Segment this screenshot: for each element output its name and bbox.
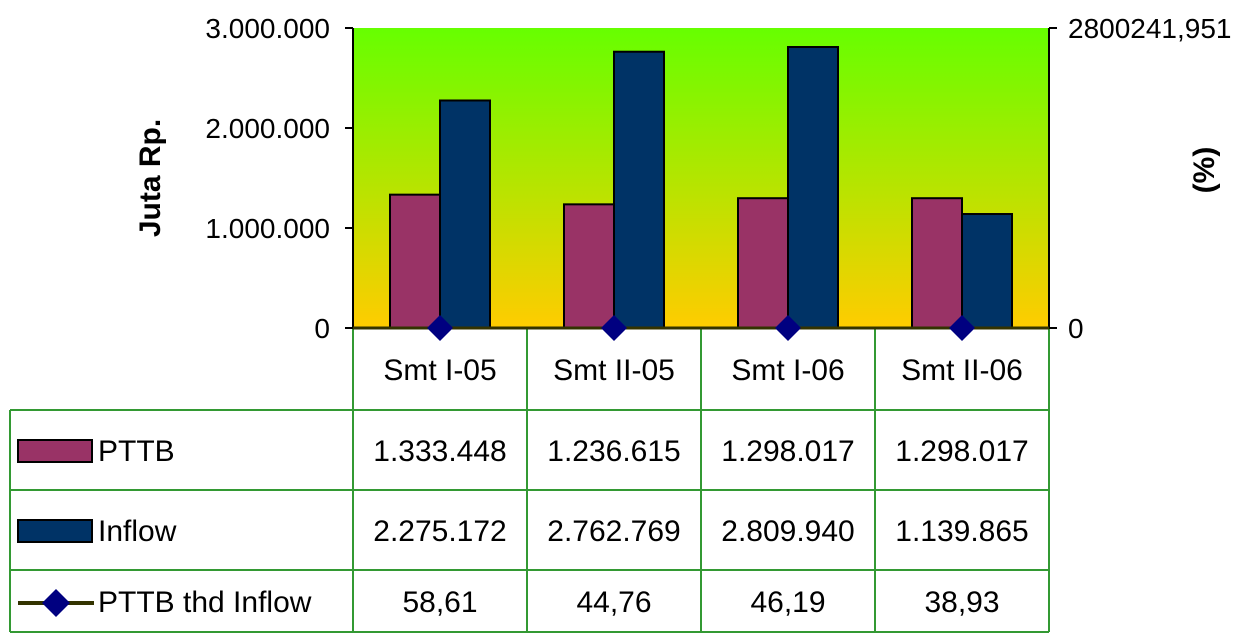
data-label: 1.333.448 — [373, 435, 506, 468]
data-label: 38,93 — [924, 586, 999, 619]
category-label: Smt II-06 — [901, 354, 1023, 387]
y-axis-title: Juta Rp. — [134, 119, 167, 237]
data-label: 2.809.940 — [721, 515, 854, 548]
point-pttb-thd-inflow-1 — [427, 314, 453, 341]
point-pttb-thd-inflow-4 — [949, 314, 975, 341]
bar-inflow-1 — [439, 99, 491, 329]
legend-key-marker — [42, 589, 70, 617]
category-label: Smt II-05 — [553, 354, 675, 387]
legend-label: PTTB — [98, 435, 175, 468]
data-label: 2.762.769 — [547, 515, 680, 548]
legend-key-inflow — [17, 519, 93, 543]
data-label: 1.236.615 — [547, 435, 680, 468]
data-label: 44,76 — [576, 586, 651, 619]
y-tick-label: 3.000.000 — [205, 13, 330, 44]
legend-label: PTTB thd Inflow — [98, 586, 312, 619]
data-label: 2.275.172 — [373, 515, 506, 548]
y2-axis-title: (%) — [1188, 147, 1221, 194]
bar-pttb-1 — [389, 193, 441, 329]
bar-inflow-4 — [961, 213, 1013, 330]
bar-pttb-3 — [737, 197, 789, 329]
y-tick-label: 2.000.000 — [205, 113, 330, 144]
data-label: 1.298.017 — [895, 435, 1028, 468]
category-label: Smt I-06 — [731, 354, 844, 387]
bar-pttb-2 — [563, 203, 615, 329]
point-pttb-thd-inflow-2 — [601, 314, 627, 341]
point-pttb-thd-inflow-3 — [775, 314, 801, 341]
bar-pttb-4 — [911, 197, 963, 329]
legend-key-pttb — [17, 439, 93, 463]
bar-inflow-2 — [613, 50, 665, 329]
legend-label: Inflow — [98, 515, 177, 548]
data-label: 46,19 — [750, 586, 825, 619]
data-label: 58,61 — [402, 586, 477, 619]
category-label: Smt I-05 — [383, 354, 496, 387]
y-tick-label: 0 — [314, 313, 330, 344]
y2-tick-label: 0 — [1068, 313, 1084, 344]
y-tick-label: 1.000.000 — [205, 213, 330, 244]
data-label: 1.298.017 — [721, 435, 854, 468]
bar-inflow-3 — [787, 46, 839, 329]
data-label: 1.139.865 — [895, 515, 1028, 548]
y2-tick-label: 2800241,951 — [1068, 13, 1232, 44]
